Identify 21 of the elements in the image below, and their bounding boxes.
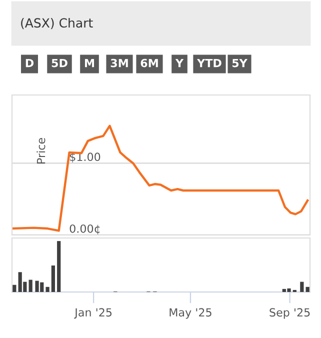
y-axis-title: Price bbox=[36, 138, 46, 164]
bar bbox=[51, 266, 56, 292]
text: M bbox=[84, 58, 94, 68]
text: D bbox=[26, 58, 34, 68]
x-tick-label: Sep '25 bbox=[270, 308, 310, 319]
chart-title: (ASX) Chart bbox=[21, 18, 93, 30]
text: 5Y bbox=[232, 58, 248, 68]
bar bbox=[306, 286, 310, 292]
text: 5D bbox=[52, 58, 68, 68]
x-tick-label: May '25 bbox=[170, 308, 212, 319]
y-tick-label: 0.00¢ bbox=[70, 224, 100, 234]
bar bbox=[57, 241, 61, 292]
bar bbox=[12, 284, 16, 292]
text: 6M bbox=[140, 58, 158, 68]
text: Y bbox=[175, 58, 184, 68]
bar bbox=[28, 280, 32, 292]
bar bbox=[300, 282, 304, 292]
text: 3M bbox=[110, 58, 128, 68]
x-tick-label: Jan '25 bbox=[74, 308, 112, 319]
bar bbox=[46, 286, 50, 292]
text: YTD bbox=[196, 58, 222, 68]
